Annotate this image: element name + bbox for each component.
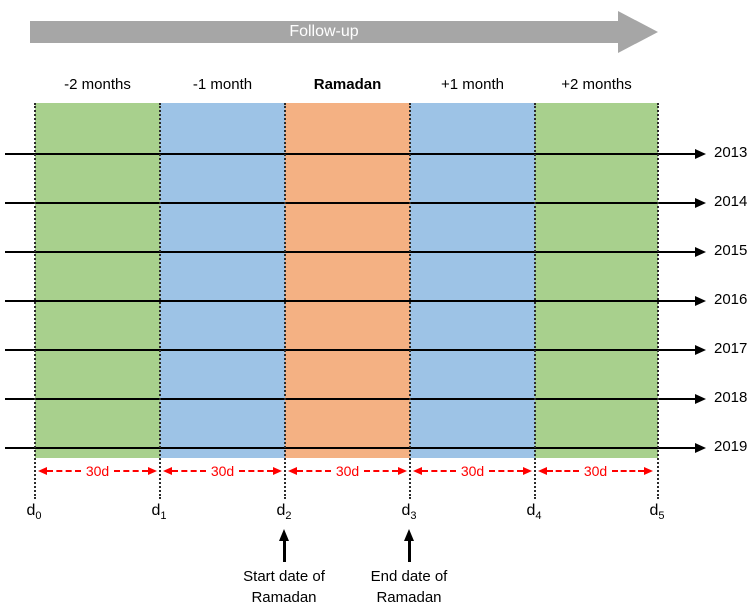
- arrow-right-icon: [695, 443, 706, 453]
- boundary-label-d5: d5: [649, 502, 665, 523]
- timeline-line-2019: [5, 447, 695, 449]
- arrow-right-icon: [695, 296, 706, 306]
- header-plus-2-months: +2 months: [561, 76, 632, 93]
- arrow-right-icon: [695, 394, 706, 404]
- year-label-2017: 2017: [714, 340, 748, 357]
- dashed-line: [172, 470, 206, 472]
- interval-30d-3: 30d: [288, 463, 408, 479]
- arrow-left-icon: [538, 467, 547, 475]
- arrow-left-icon: [288, 467, 297, 475]
- year-label-2019: 2019: [714, 438, 748, 455]
- interval-30d-2: 30d: [163, 463, 283, 479]
- dashed-line: [612, 470, 645, 472]
- timeline-line-2013: [5, 153, 695, 155]
- boundary-line-d4: [534, 103, 536, 499]
- arrow-right-icon: [273, 467, 283, 475]
- arrow-right-icon: [148, 467, 158, 475]
- dashed-line: [297, 470, 331, 472]
- arrow-right-icon: [644, 467, 654, 475]
- interval-30d-5: 30d: [538, 463, 654, 479]
- followup-arrow: [30, 21, 618, 43]
- boundary-label-d3: d3: [401, 502, 417, 523]
- start-date-arrow: [283, 540, 286, 562]
- interval-label: 30d: [335, 463, 360, 479]
- header-plus-1-month: +1 month: [441, 76, 504, 93]
- boundary-label-d2: d2: [276, 502, 292, 523]
- boundary-line-d0: [34, 103, 36, 499]
- dashed-line: [489, 470, 524, 472]
- dashed-line: [547, 470, 579, 472]
- boundary-label-d4: d4: [526, 502, 542, 523]
- boundary-label-d1: d1: [151, 502, 167, 523]
- dashed-line: [47, 470, 81, 472]
- arrow-up-icon: [279, 529, 289, 541]
- end-date-annotation-line2: Ramadan: [376, 589, 442, 606]
- arrow-right-icon: [695, 149, 706, 159]
- followup-label: Follow-up: [289, 23, 359, 40]
- arrow-left-icon: [413, 467, 422, 475]
- arrow-left-icon: [38, 467, 47, 475]
- arrow-right-icon: [398, 467, 408, 475]
- dashed-line: [364, 470, 399, 472]
- year-label-2015: 2015: [714, 242, 748, 259]
- arrow-right-icon: [523, 467, 533, 475]
- boundary-line-d3: [409, 103, 411, 499]
- dashed-line: [239, 470, 274, 472]
- start-date-annotation-line1: Start date of: [243, 568, 325, 585]
- year-label-2014: 2014: [714, 193, 748, 210]
- header-minus-1-month: -1 month: [192, 76, 253, 93]
- interval-label: 30d: [583, 463, 608, 479]
- timeline-line-2016: [5, 300, 695, 302]
- interval-label: 30d: [210, 463, 235, 479]
- boundary-line-d5: [657, 103, 659, 499]
- start-date-annotation-line2: Ramadan: [251, 589, 317, 606]
- band-plus-2-months: [535, 103, 658, 458]
- header-minus-2-months: -2 months: [64, 76, 131, 93]
- timeline-line-2017: [5, 349, 695, 351]
- band-minus-2-months: [35, 103, 160, 458]
- dashed-line: [114, 470, 149, 472]
- year-label-2016: 2016: [714, 291, 748, 308]
- arrow-up-icon: [404, 529, 414, 541]
- boundary-line-d2: [284, 103, 286, 499]
- dashed-line: [422, 470, 456, 472]
- year-label-2013: 2013: [714, 144, 748, 161]
- band-plus-1-month: [410, 103, 535, 458]
- timeline-line-2015: [5, 251, 695, 253]
- arrow-right-icon: [695, 345, 706, 355]
- end-date-annotation: End date of Ramadan: [334, 566, 484, 608]
- arrow-left-icon: [163, 467, 172, 475]
- end-date-arrow: [408, 540, 411, 562]
- start-date-annotation: Start date of Ramadan: [209, 566, 359, 608]
- interval-30d-1: 30d: [38, 463, 158, 479]
- interval-label: 30d: [460, 463, 485, 479]
- arrow-right-icon: [695, 247, 706, 257]
- band-ramadan: [285, 103, 410, 458]
- arrow-right-icon: [618, 11, 658, 53]
- interval-30d-4: 30d: [413, 463, 533, 479]
- timeline-line-2018: [5, 398, 695, 400]
- end-date-annotation-line1: End date of: [370, 568, 448, 585]
- interval-label: 30d: [85, 463, 110, 479]
- header-ramadan: Ramadan: [313, 76, 382, 93]
- year-label-2018: 2018: [714, 389, 748, 406]
- band-minus-1-month: [160, 103, 285, 458]
- arrow-right-icon: [695, 198, 706, 208]
- boundary-line-d1: [159, 103, 161, 499]
- timeline-line-2014: [5, 202, 695, 204]
- boundary-label-d0: d0: [26, 502, 42, 523]
